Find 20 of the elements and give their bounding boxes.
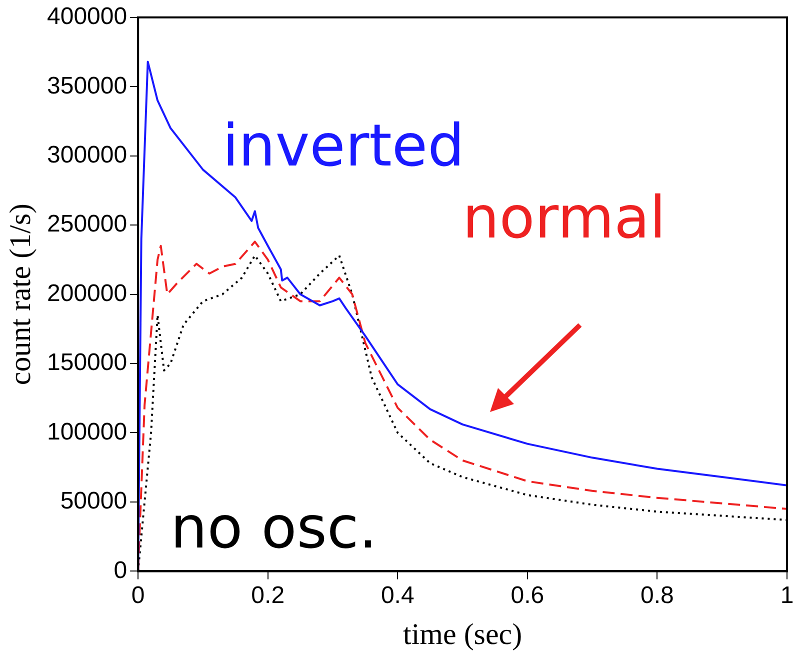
y-tick-label: 300000 <box>46 141 128 168</box>
y-axis-title: count rate (1/s) <box>4 203 37 386</box>
series-label: inverted <box>222 111 464 180</box>
y-tick-label: 200000 <box>46 280 128 307</box>
y-tick-label: 0 <box>114 556 128 584</box>
x-axis-title: time (sec) <box>402 618 522 651</box>
y-tick-label: 400000 <box>46 3 128 30</box>
x-tick-label: 0 <box>131 582 145 610</box>
y-tick-label: 250000 <box>46 210 128 238</box>
x-tick-label: 0.6 <box>510 582 544 610</box>
y-tick-label: 350000 <box>46 72 128 100</box>
y-tick-label: 100000 <box>46 418 128 446</box>
text: normal <box>462 183 666 252</box>
y-tick-label: 150000 <box>46 349 128 376</box>
x-tick-label: 0.4 <box>380 582 414 610</box>
x-tick-label: 0.8 <box>640 582 674 610</box>
y-tick-label: 50000 <box>60 488 128 515</box>
x-tick-label: 1 <box>780 582 794 610</box>
x-tick-label: 0.2 <box>251 582 285 610</box>
series-label: no osc. <box>170 493 378 562</box>
